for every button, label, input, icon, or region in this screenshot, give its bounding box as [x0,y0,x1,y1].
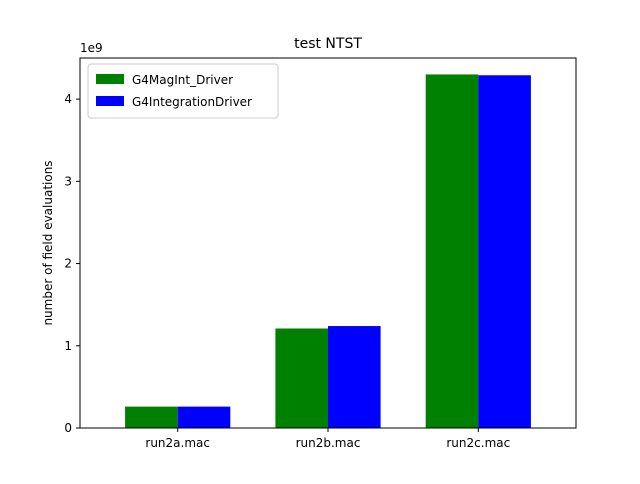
y-tick-label: 3 [64,174,72,188]
x-tick-label: run2c.mac [446,436,510,450]
y-axis-offset-label: 1e9 [80,41,103,55]
bar-G4IntegrationDriver-run2c.mac [478,75,531,429]
y-tick-label: 4 [64,92,72,106]
y-tick-label: 1 [64,339,72,353]
bar-G4MagInt_Driver-run2c.mac [425,74,479,428]
legend-label: G4IntegrationDriver [132,95,252,109]
y-tick-label: 0 [64,421,72,435]
legend-label: G4MagInt_Driver [132,73,233,87]
y-axis-label: number of field evaluations [41,160,55,325]
bar-G4IntegrationDriver-run2b.mac [328,326,381,428]
bar-G4IntegrationDriver-run2a.mac [177,406,231,428]
x-tick-label: run2b.mac [296,436,361,450]
legend-swatch [96,74,124,84]
x-axis: run2a.mac run2b.mac run2c.mac [145,428,510,450]
y-axis: 0 1 2 3 4 [64,92,80,435]
bar-G4MagInt_Driver-run2b.mac [275,328,328,428]
bar-G4MagInt_Driver-run2a.mac [125,406,178,428]
legend: G4MagInt_Driver G4IntegrationDriver [87,63,279,119]
x-tick-label: run2a.mac [145,436,210,450]
legend-box [87,63,279,119]
legend-swatch [96,96,124,106]
y-tick-label: 2 [64,257,72,271]
chart-title: test NTST [294,36,362,52]
bars-layer [125,74,531,429]
